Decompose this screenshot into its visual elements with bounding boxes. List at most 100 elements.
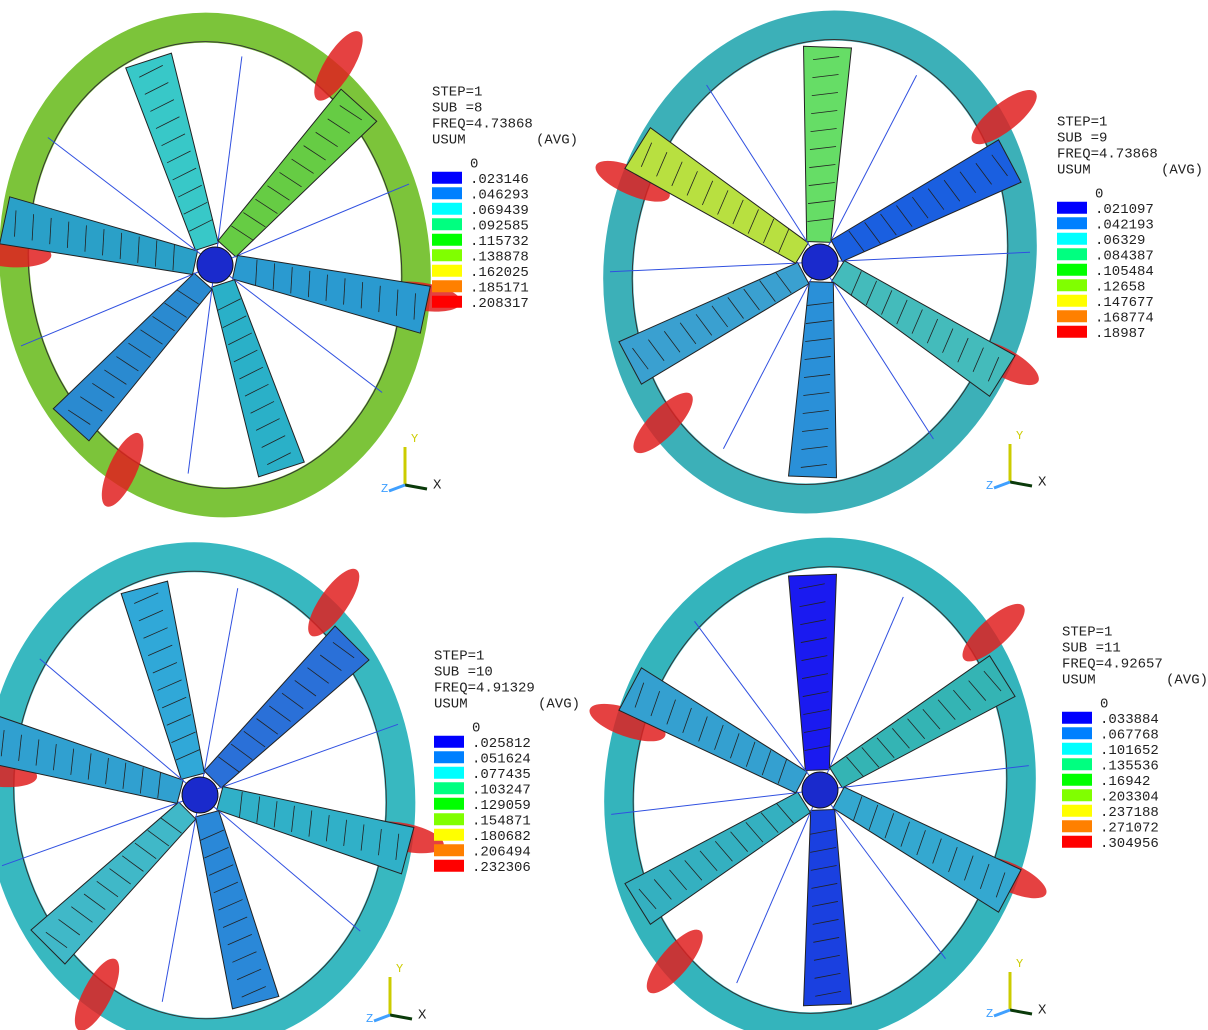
axis-label-z: Z [381, 482, 388, 496]
legend-value: .162025 [470, 265, 529, 281]
blade-surface [197, 626, 369, 798]
legend-sub: SUB =11 [1062, 641, 1121, 657]
legend-sub: SUB =10 [434, 665, 493, 681]
legend-swatch [1057, 310, 1087, 322]
blade-surface [213, 777, 414, 874]
legend-swatch [434, 860, 464, 872]
legend-value: .208317 [470, 296, 529, 312]
legend-value: .271072 [1100, 821, 1159, 837]
legend-swatch [434, 844, 464, 856]
blade-surface [121, 581, 218, 782]
axis-x [390, 1015, 412, 1019]
legend-swatch [1057, 233, 1087, 245]
legend-result: USUM [434, 697, 468, 713]
blade [129, 258, 304, 498]
blade-surface [0, 716, 187, 813]
legend-freq: FREQ=4.92657 [1062, 657, 1163, 673]
legend-value: .180682 [472, 829, 531, 845]
axis-z [389, 485, 405, 491]
legend-value: .084387 [1095, 249, 1154, 265]
legend-swatch [1057, 217, 1087, 229]
legend-swatch [1062, 743, 1092, 755]
legend-avg: (AVG) [538, 697, 580, 713]
legend-value: .042193 [1095, 218, 1154, 234]
legend-swatch [432, 296, 462, 308]
legend-freq: FREQ=4.73868 [432, 117, 533, 133]
legend-value: .101652 [1100, 743, 1159, 759]
legend-freq: FREQ=4.91329 [434, 681, 535, 697]
legend-avg: (AVG) [1166, 673, 1208, 689]
legend-value: .129059 [472, 798, 531, 814]
legend-value: .051624 [472, 752, 531, 768]
legend-value: .185171 [470, 281, 529, 297]
legend-step: STEP=1 [432, 85, 482, 101]
legend-swatch [1062, 820, 1092, 832]
axis-label-y: Y [1016, 429, 1023, 443]
legend-value: .077435 [472, 767, 531, 783]
axis-label-z: Z [366, 1012, 373, 1026]
axis-z [994, 482, 1010, 488]
blade-surface [31, 792, 203, 964]
axis-label-y: Y [1016, 957, 1023, 971]
model-view: STEP=1SUB =8FREQ=4.73868USUM(AVG)0.02314… [0, 0, 578, 534]
axis-x [1010, 482, 1032, 486]
axis-label-z: Z [986, 1007, 993, 1021]
axis-label-y: Y [396, 962, 403, 976]
legend-value: .135536 [1100, 759, 1159, 775]
figure: STEP=1SUB =8FREQ=4.73868USUM(AVG)0.02314… [0, 0, 1208, 1030]
legend-value: .18987 [1095, 326, 1145, 342]
blade-surface [53, 264, 219, 441]
legend-value: .092585 [470, 219, 529, 235]
legend-swatch [432, 203, 462, 215]
legend-value: 0 [1100, 697, 1108, 713]
legend-avg: (AVG) [536, 133, 578, 149]
model-view: STEP=1SUB =11FREQ=4.92657USUM(AVG)0.0338… [547, 521, 1208, 1030]
legend-sub: SUB =8 [432, 101, 482, 117]
blade-surface [230, 246, 431, 333]
legend-value: .168774 [1095, 311, 1154, 327]
wheel [534, 0, 1107, 545]
legend-swatch [432, 249, 462, 261]
legend-swatch [1062, 712, 1092, 724]
legend-value: .154871 [472, 814, 531, 830]
legend-step: STEP=1 [434, 649, 484, 665]
blade-surface [0, 197, 200, 284]
legend-swatch [1057, 326, 1087, 338]
blade-surface [824, 252, 1015, 396]
blade-surface [826, 778, 1021, 912]
blade-surface [198, 277, 304, 477]
legend-value: .115732 [470, 234, 529, 250]
legend-value: .067768 [1100, 728, 1159, 744]
legend-value: .206494 [472, 845, 531, 861]
legend-value: .237188 [1100, 805, 1159, 821]
legend-value: 0 [1095, 187, 1103, 203]
blade [121, 564, 287, 801]
legend-swatch [434, 782, 464, 794]
axis-label-x: X [1038, 1003, 1047, 1019]
legend-value: .16942 [1100, 774, 1150, 790]
legend-swatch [434, 813, 464, 825]
blade-surface [182, 808, 279, 1009]
legend-step: STEP=1 [1062, 625, 1112, 641]
legend-value: .06329 [1095, 233, 1145, 249]
legend-swatch [434, 798, 464, 810]
legend-value: .232306 [472, 860, 531, 876]
legend-swatch [1057, 248, 1087, 260]
blade [113, 789, 279, 1026]
model-view: STEP=1SUB =10FREQ=4.91329USUM(AVG)0.0258… [0, 537, 580, 1030]
legend-step: STEP=1 [1057, 115, 1107, 131]
legend-swatch [1057, 202, 1087, 214]
blade-surface [797, 46, 852, 243]
legend-value: .069439 [470, 203, 529, 219]
legend-result: USUM [432, 133, 466, 149]
legend-value: .023146 [470, 172, 529, 188]
legend-swatch [1062, 836, 1092, 848]
wheel [0, 537, 462, 1030]
legend-swatch [432, 172, 462, 184]
legend-result: USUM [1057, 163, 1091, 179]
legend-value: .033884 [1100, 712, 1159, 728]
legend-swatch [432, 234, 462, 246]
legend-swatch [434, 736, 464, 748]
legend-swatch [1062, 805, 1092, 817]
legend-swatch [432, 187, 462, 199]
